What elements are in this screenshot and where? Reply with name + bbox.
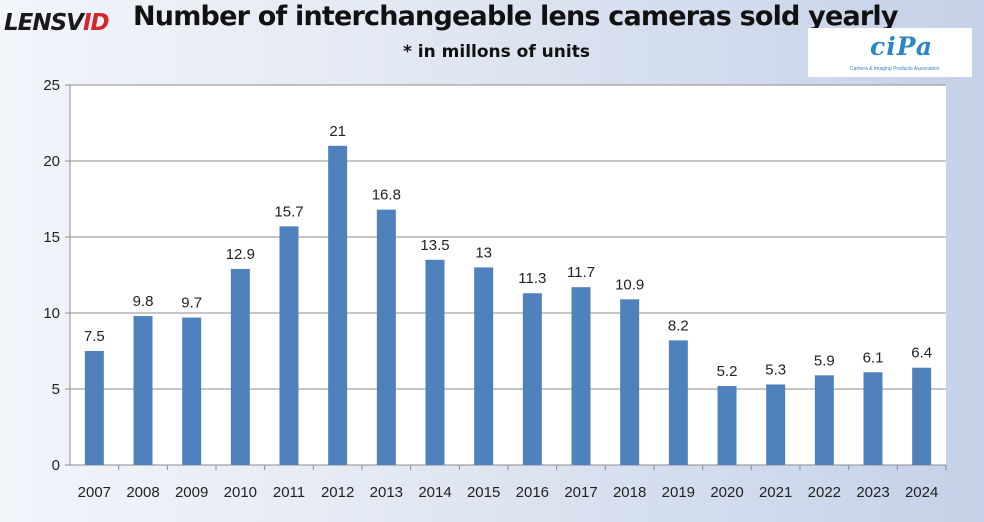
cipa-caption: Camera & Imaging Products Association [850,66,940,72]
x-tick-label: 2008 [126,484,159,501]
lensvid-logo: LENSVID [4,10,110,36]
chart-subtitle: * in millons of units [403,42,590,62]
bar [376,209,396,465]
bar [279,226,299,465]
data-label: 10.9 [615,276,644,293]
x-tick-label: 2010 [224,484,257,501]
x-tick-label: 2020 [710,484,743,501]
data-label: 7.5 [84,328,105,345]
data-label: 9.8 [133,293,154,310]
bar [84,351,104,465]
x-tick-label: 2011 [273,484,305,501]
y-tick-label: 10 [43,305,60,322]
x-tick-label: 2016 [516,484,549,501]
data-label: 8.2 [668,317,689,334]
data-label: 16.8 [372,187,401,204]
x-tick-label: 2007 [78,484,111,501]
data-label: 5.3 [765,361,786,378]
data-label: 21 [329,123,346,140]
x-tick-label: 2022 [808,484,841,501]
data-label: 6.1 [863,349,884,366]
cipa-mark: ciPa [870,32,934,61]
x-tick-label: 2021 [759,484,792,501]
x-tick-label: 2019 [662,484,695,501]
bar [474,267,494,465]
bar [717,385,737,465]
x-tick-label: 2009 [175,484,208,501]
plot-area [70,85,946,465]
bar [182,317,202,465]
y-tick-label: 5 [52,381,60,398]
x-tick-label: 2023 [856,484,889,501]
bar [863,372,883,465]
bar [668,340,688,465]
bar [814,375,834,465]
x-tick-label: 2013 [370,484,403,501]
bar [230,268,250,465]
cipa-logo: ciPa Camera & Imaging Products Associati… [808,28,972,77]
data-label: 13.5 [420,237,449,254]
x-tick-label: 2012 [321,484,354,501]
bar [328,145,348,466]
chart-title: Number of interchangeable lens cameras s… [133,1,898,32]
data-label: 12.9 [226,246,255,263]
x-tick-label: 2018 [613,484,646,501]
bar [133,316,153,465]
bar [912,367,932,465]
data-label: 15.7 [274,203,303,220]
y-tick-label: 0 [52,457,60,474]
data-label: 6.4 [911,345,932,362]
x-tick-label: 2015 [467,484,500,501]
data-label: 13 [475,244,492,261]
data-label: 9.7 [181,295,202,312]
bar [571,287,591,465]
x-tick-label: 2014 [418,484,451,501]
x-tick-label: 2024 [905,484,938,501]
data-label: 5.9 [814,352,835,369]
data-label: 11.3 [518,270,546,287]
y-tick-label: 15 [43,229,60,246]
bar [425,259,445,465]
data-label: 11.7 [567,264,595,281]
bar [766,384,786,465]
bar [620,299,640,465]
x-tick-label: 2017 [564,484,597,501]
y-tick-label: 20 [43,153,60,170]
y-tick-label: 25 [43,77,60,94]
data-label: 5.2 [717,363,738,380]
bar [522,293,542,465]
